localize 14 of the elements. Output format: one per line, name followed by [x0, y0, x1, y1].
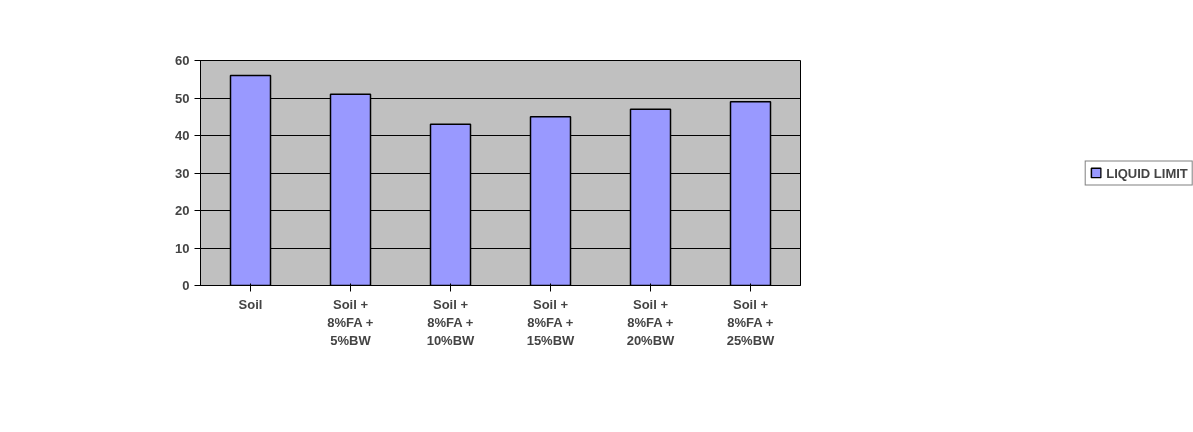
x-tick-label: Soil + 8%FA + 5%BW	[327, 296, 374, 348]
y-tick-label: 40	[175, 128, 190, 143]
x-tick-label: Soil + 8%FA + 25%BW	[726, 296, 776, 348]
y-tick-label: 20	[175, 203, 190, 218]
y-tick-label: 10	[175, 240, 190, 256]
x-tick-label: Soil + 8%FA + 20%BW	[626, 296, 676, 348]
y-tick-label: 60	[175, 53, 190, 68]
y-tick-label: 50	[175, 90, 190, 106]
legend-label: LIQUID LIMIT	[1106, 165, 1188, 180]
y-tick-label: 0	[182, 278, 190, 293]
x-tick-label: Soil	[238, 296, 263, 312]
x-tick-label: Soil + 8%FA + 10%BW	[426, 296, 476, 348]
y-tick-label: 30	[175, 165, 190, 181]
x-tick-label: Soil + 8%FA + 15%BW	[526, 296, 576, 348]
